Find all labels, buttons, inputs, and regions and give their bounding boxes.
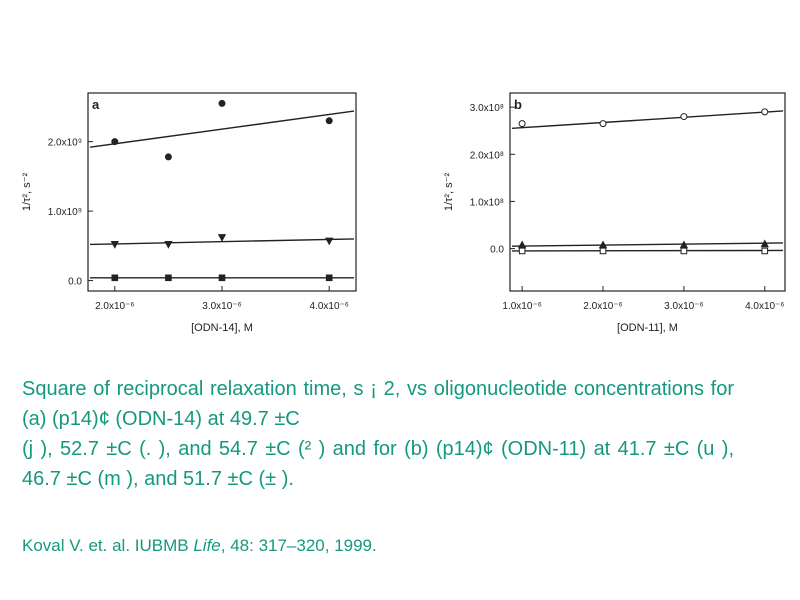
y-tick-label: 0.0	[68, 277, 82, 288]
caption-line-1: Square of reciprocal relaxation time, s …	[22, 378, 734, 430]
x-tick-label: 4.0x10⁻⁶	[309, 301, 348, 312]
fit-line	[89, 110, 355, 148]
x-tick-label: 3.0x10⁻⁶	[202, 301, 241, 312]
y-tick-label: 2.0x10⁹	[48, 138, 82, 149]
data-point	[218, 99, 226, 107]
data-point	[680, 113, 688, 121]
data-point	[599, 120, 607, 128]
chart-panel-b: b 1.0x10⁻⁶ 2.0x10⁻⁶ 3.0x10⁻⁶ 4.0x10⁻⁶ 0.0 1.0x…	[443, 92, 786, 334]
y-axis-label: 1/τ², s⁻²	[443, 173, 455, 212]
chart-panel-a: a 2.0x10⁻⁶ 3.0x10⁻⁶ 4.0x10⁻⁶ 0.0 1.0x10⁹ 2.0x1…	[21, 92, 357, 334]
citation-details: , 48: 317–320, 1999.	[220, 536, 377, 555]
y-tick-label: 2.0x10⁸	[470, 150, 504, 161]
x-axis-label: [ODN-14], M	[191, 322, 253, 334]
data-point	[111, 138, 119, 146]
plot-frame	[509, 92, 786, 292]
data-point	[761, 108, 769, 116]
y-axis-label: 1/τ², s⁻²	[21, 173, 33, 212]
data-point	[518, 247, 526, 255]
x-axis-label: [ODN-11], M	[617, 322, 678, 334]
figure-canvas: a 2.0x10⁻⁶ 3.0x10⁻⁶ 4.0x10⁻⁶ 0.0 1.0x10⁹ 2.0x1…	[21, 92, 786, 334]
data-point	[761, 247, 769, 255]
data-point	[599, 247, 607, 255]
x-tick-label: 2.0x10⁻⁶	[95, 301, 134, 312]
y-tick-label: 1.0x10⁹	[48, 207, 82, 218]
citation-journal: Life	[193, 536, 221, 555]
x-tick-label: 1.0x10⁻⁶	[502, 301, 541, 312]
y-tick-label: 3.0x10⁸	[470, 103, 504, 114]
x-tick-label: 3.0x10⁻⁶	[664, 301, 703, 312]
x-tick-label: 2.0x10⁻⁶	[583, 301, 622, 312]
fit-line	[511, 110, 784, 130]
data-point	[217, 234, 227, 242]
figure-caption: Square of reciprocal relaxation time, s …	[22, 374, 734, 494]
data-point	[518, 120, 526, 128]
data-point	[110, 241, 119, 249]
panel-label: a	[92, 97, 100, 112]
data-point	[325, 274, 333, 282]
y-tick-label: 1.0x10⁸	[470, 197, 504, 208]
x-tick-label: 4.0x10⁻⁶	[745, 301, 784, 312]
panel-label: b	[514, 97, 522, 112]
data-point	[164, 153, 172, 161]
fit-line	[511, 242, 784, 247]
data-point	[325, 117, 333, 125]
data-point	[325, 237, 334, 246]
caption-line-2: (j ), 52.7 ±C (. ), and 54.7 ±C (² ) and…	[22, 438, 734, 490]
data-point	[111, 274, 119, 282]
plot-frame	[87, 92, 357, 292]
y-tick-label: 0.0	[490, 245, 504, 256]
data-point	[164, 241, 173, 249]
citation: Koval V. et. al. IUBMB Life, 48: 317–320…	[22, 536, 377, 556]
data-point	[218, 274, 226, 282]
citation-authors: Koval V. et. al. IUBMB	[22, 536, 194, 555]
data-point	[680, 247, 688, 255]
data-point	[517, 240, 527, 249]
data-point	[165, 274, 172, 282]
data-point	[760, 239, 769, 248]
